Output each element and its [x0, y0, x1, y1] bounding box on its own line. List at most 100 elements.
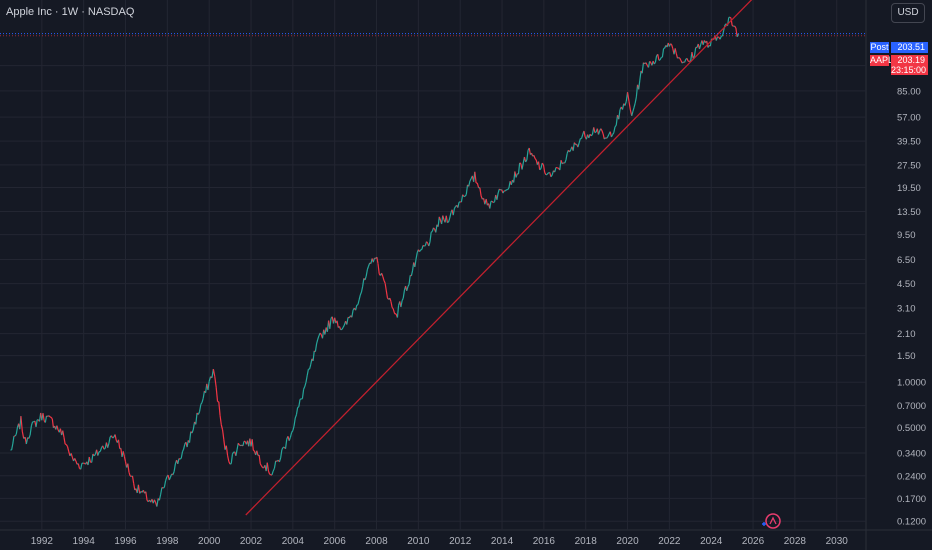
price-segment [485, 198, 488, 206]
price-segment [641, 62, 645, 74]
price-segment [365, 269, 368, 277]
price-segment [364, 276, 367, 281]
price-segment [153, 499, 157, 503]
price-segment [414, 259, 417, 268]
price-segment [165, 476, 168, 481]
x-tick-label: 2006 [324, 536, 347, 547]
price-segment [48, 415, 51, 418]
price-segment [256, 450, 259, 456]
price-segment [496, 192, 499, 200]
price-segment [117, 439, 121, 449]
price-segment [542, 164, 546, 173]
price-segment [50, 416, 53, 420]
y-tick-label: 19.50 [897, 183, 921, 194]
x-tick-label: 2030 [826, 536, 849, 547]
price-segment [12, 435, 15, 445]
price-segment [647, 61, 651, 68]
price-segment [312, 350, 315, 361]
price-segment [546, 172, 549, 175]
x-tick-label: 2004 [282, 536, 305, 547]
price-segment [674, 48, 677, 54]
price-segment [29, 425, 32, 436]
price-segment [698, 44, 702, 50]
price-segment [449, 212, 452, 219]
price-segment [447, 221, 449, 224]
x-tick-label: 1994 [73, 536, 96, 547]
price-segment [200, 402, 203, 405]
price-segment [491, 200, 494, 204]
price-segment [70, 453, 73, 458]
price-segment [288, 437, 291, 441]
price-segment [267, 470, 271, 475]
price-segment [107, 443, 110, 448]
price-segment [429, 232, 432, 243]
y-tick-label: 0.1200 [897, 517, 926, 528]
price-segment [123, 456, 127, 462]
price-segment [377, 263, 380, 274]
x-tick-label: 2002 [240, 536, 263, 547]
price-segment [231, 451, 235, 455]
y-tick-label: 13.50 [897, 207, 921, 218]
price-segment [239, 444, 241, 447]
price-segment [358, 294, 361, 300]
price-segment [653, 61, 656, 65]
price-segment [14, 433, 17, 437]
price-segment [610, 134, 614, 138]
price-segment [457, 202, 460, 208]
x-tick-label: 2022 [658, 536, 681, 547]
price-segment [635, 84, 639, 98]
price-segment [47, 415, 50, 417]
price-segment [362, 278, 365, 287]
price-segment [519, 162, 522, 165]
price-segment [114, 434, 117, 441]
price-segment [396, 305, 400, 318]
price-segment [686, 58, 689, 62]
y-tick-label: 27.50 [897, 160, 921, 171]
price-segment [606, 136, 609, 139]
y-tick-label: 9.50 [897, 230, 916, 241]
price-segment [400, 300, 403, 308]
price-segment [719, 36, 722, 40]
price-segment [25, 437, 29, 445]
x-tick-label: 1992 [31, 536, 54, 547]
post-market-label: Post [870, 42, 889, 53]
price-segment [381, 272, 384, 277]
currency-button[interactable]: USD [891, 3, 925, 23]
price-segment [346, 317, 349, 325]
price-segment [550, 174, 553, 178]
x-tick-label: 2026 [742, 536, 765, 547]
x-tick-label: 2018 [575, 536, 598, 547]
price-segment [258, 455, 261, 465]
price-segment [186, 440, 189, 448]
price-segment [607, 133, 610, 137]
price-segment [657, 54, 660, 61]
price-segment [133, 483, 136, 491]
price-segment [181, 448, 185, 452]
price-segment [214, 376, 217, 388]
price-segment [280, 449, 283, 458]
price-segment [408, 275, 411, 285]
price-segment [645, 62, 648, 66]
price-segment [390, 301, 393, 308]
price-segment [202, 390, 205, 399]
price-segment [383, 280, 386, 284]
price-segment [62, 430, 65, 438]
price-segment [419, 249, 422, 252]
price-segment [624, 101, 627, 106]
price-segment [551, 170, 555, 175]
price-segment [437, 216, 440, 227]
price-segment [643, 62, 646, 65]
trendline [245, 0, 753, 516]
y-tick-label: 6.50 [897, 255, 916, 266]
price-segment [208, 376, 212, 382]
price-segment [453, 206, 457, 209]
price-segment [201, 398, 204, 403]
price-segment [178, 458, 181, 460]
price-segment [612, 132, 615, 135]
bar-countdown: 23:15:00 [891, 65, 927, 75]
price-segment [260, 465, 264, 469]
price-segment [474, 171, 477, 183]
price-segment [338, 326, 342, 330]
price-segment [389, 297, 392, 302]
